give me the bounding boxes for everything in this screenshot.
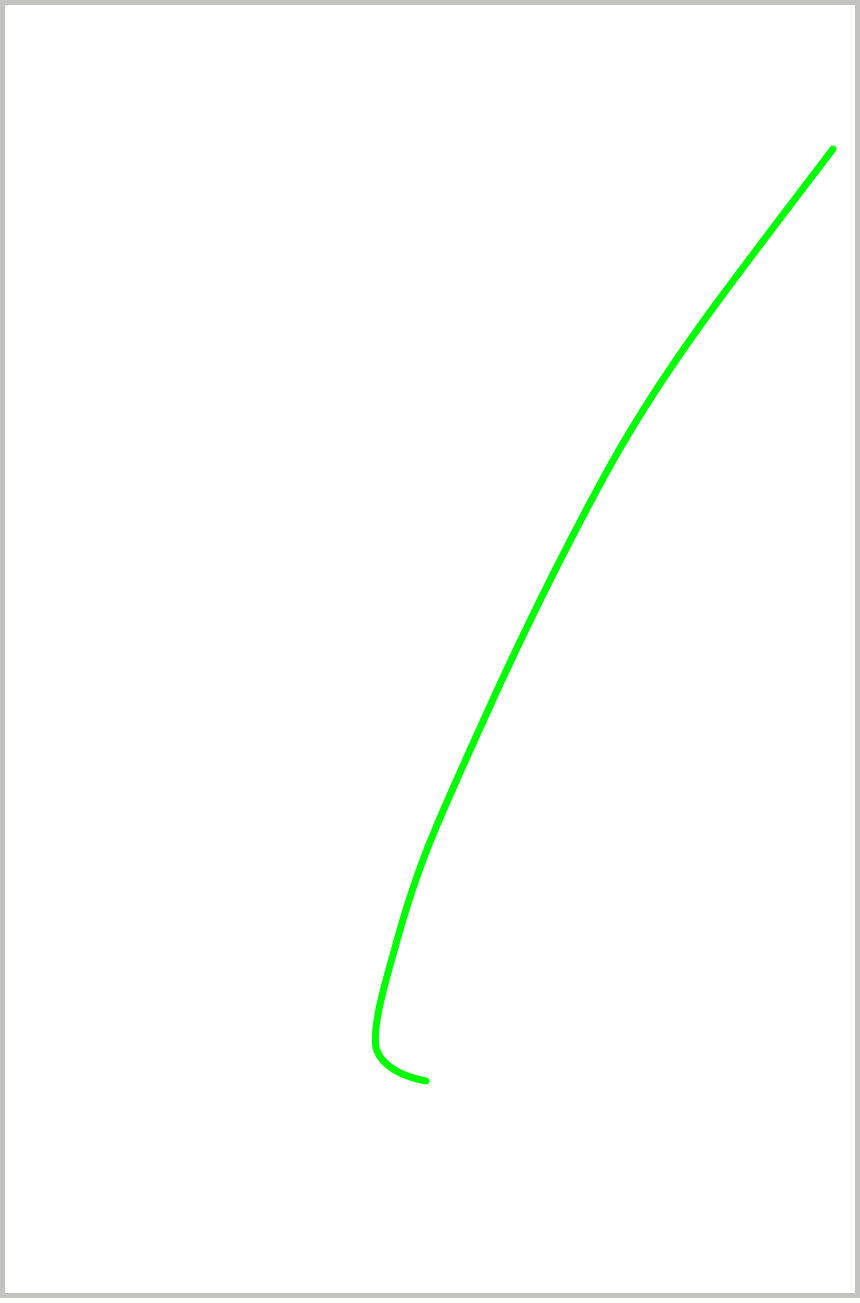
drawing-surface[interactable] <box>5 5 860 1303</box>
drawn-stroke <box>371 145 837 1085</box>
